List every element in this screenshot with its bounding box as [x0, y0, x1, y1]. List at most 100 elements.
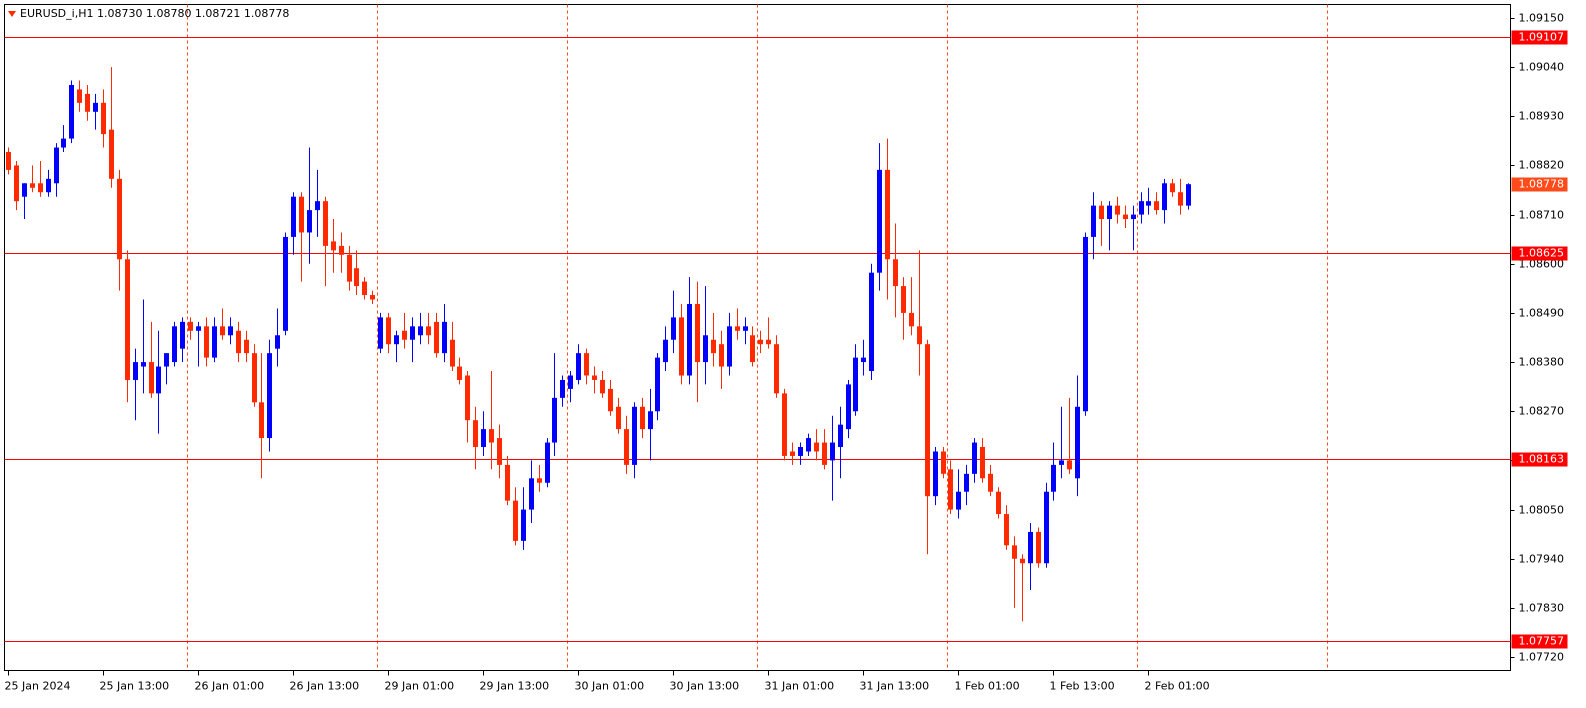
current-price-bg: [1511, 177, 1568, 192]
candle-body: [236, 330, 241, 354]
candle-body: [394, 335, 399, 345]
candle-body: [30, 183, 35, 188]
candle-body: [948, 469, 953, 510]
candle-body: [315, 201, 320, 211]
y-tick-label: 1.07720: [1519, 651, 1565, 664]
candle-body: [212, 326, 217, 358]
candle-body: [750, 335, 755, 363]
candle-body: [1123, 214, 1128, 220]
candle-body: [663, 339, 668, 363]
candle-body: [774, 344, 779, 394]
candle-body: [220, 326, 225, 336]
level-label: 1.08163: [1519, 453, 1565, 466]
candle-body: [1020, 558, 1025, 564]
y-tick-label: 1.08490: [1519, 307, 1565, 320]
candle-body: [252, 353, 257, 403]
candle-body: [109, 129, 114, 179]
x-tick-label: 1 Feb 01:00: [955, 680, 1020, 693]
candle-body: [846, 384, 851, 430]
x-tick-label: 31 Jan 01:00: [765, 680, 835, 693]
y-tick-label: 1.09150: [1519, 12, 1565, 25]
candle-body: [513, 500, 518, 541]
candle-body: [1004, 514, 1009, 546]
candle-body: [568, 375, 573, 389]
candle-body: [822, 442, 827, 465]
candle-body: [1131, 214, 1136, 220]
x-tick-label: 1 Feb 13:00: [1050, 680, 1115, 693]
candle-body: [450, 339, 455, 367]
candle-body: [584, 353, 589, 376]
chart-title: EURUSD_i,H1 1.08730 1.08780 1.08721 1.08…: [20, 7, 289, 20]
candle-body: [434, 321, 439, 354]
candle-body: [687, 303, 692, 376]
candle-body: [782, 393, 787, 456]
level-label-bg: [1511, 30, 1568, 45]
candle-body: [370, 295, 375, 300]
y-tick-label: 1.08600: [1519, 258, 1565, 271]
candle-body: [46, 178, 51, 193]
candle-body: [719, 344, 724, 367]
y-tick-label: 1.08050: [1519, 504, 1565, 517]
y-tick-label: 1.09040: [1519, 61, 1565, 74]
candle-body: [648, 411, 653, 430]
candle-body: [743, 326, 748, 331]
candle-body: [996, 491, 1001, 515]
candle-body: [465, 375, 470, 421]
candle-body: [156, 366, 161, 394]
candle-body: [980, 447, 985, 479]
candle-body: [125, 259, 130, 380]
candle-body: [489, 429, 494, 443]
candle-body: [917, 326, 922, 345]
x-tick-label: 25 Jan 13:00: [100, 680, 170, 693]
candle-body: [838, 424, 843, 448]
candle-body: [869, 272, 874, 372]
candle-body: [1178, 192, 1183, 206]
candle-body: [1099, 205, 1104, 220]
candle-body: [426, 326, 431, 336]
candle-body: [758, 339, 763, 345]
candle-body: [853, 357, 858, 412]
candle-body: [473, 420, 478, 448]
candle-body: [410, 326, 415, 340]
candle-body: [402, 330, 407, 340]
candle-body: [521, 509, 526, 541]
candle-body: [61, 138, 66, 148]
candle-body: [299, 196, 304, 233]
candle-body: [1059, 460, 1064, 465]
candle-body: [1146, 201, 1151, 206]
candle-body: [988, 473, 993, 492]
candle-body: [901, 286, 906, 313]
candle-body: [1044, 491, 1049, 564]
candle-body: [552, 397, 557, 443]
level-label: 1.07757: [1519, 635, 1565, 648]
candle-body: [885, 169, 890, 260]
candle-body: [1139, 201, 1144, 215]
candle-body: [54, 147, 59, 184]
level-label-bg: [1511, 246, 1568, 261]
candle-body: [307, 210, 312, 233]
candle-body: [378, 317, 383, 349]
collapse-icon[interactable]: [8, 11, 16, 17]
candle-body: [1028, 531, 1033, 564]
candle-body: [655, 357, 660, 412]
candle-body: [442, 321, 447, 354]
y-tick-label: 1.08380: [1519, 356, 1565, 369]
x-tick-label: 25 Jan 2024: [5, 680, 71, 693]
y-tick-label: 1.07830: [1519, 602, 1565, 615]
candle-body: [1051, 464, 1056, 492]
candle-body: [228, 326, 233, 336]
y-tick-label: 1.08270: [1519, 405, 1565, 418]
candle-body: [679, 317, 684, 376]
candle-body: [141, 362, 146, 367]
x-tick-label: 30 Jan 01:00: [575, 680, 645, 693]
level-label-bg: [1511, 634, 1568, 649]
candle-body: [671, 317, 676, 340]
candle-body: [117, 178, 122, 260]
candle-body: [1186, 184, 1191, 206]
candle-body: [1162, 183, 1167, 211]
candle-body: [14, 165, 19, 202]
x-tick-label: 30 Jan 13:00: [670, 680, 740, 693]
candle-body: [806, 438, 811, 452]
